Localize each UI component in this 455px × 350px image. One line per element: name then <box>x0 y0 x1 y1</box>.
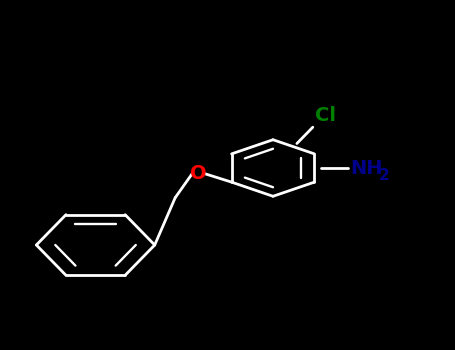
Text: NH: NH <box>350 159 383 177</box>
Text: Cl: Cl <box>315 106 336 125</box>
Text: 2: 2 <box>379 168 389 182</box>
Text: O: O <box>190 164 206 183</box>
